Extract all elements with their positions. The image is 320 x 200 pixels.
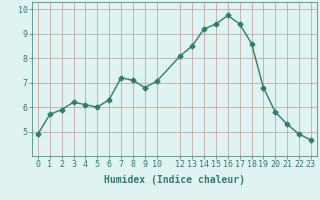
X-axis label: Humidex (Indice chaleur): Humidex (Indice chaleur) — [104, 175, 245, 185]
